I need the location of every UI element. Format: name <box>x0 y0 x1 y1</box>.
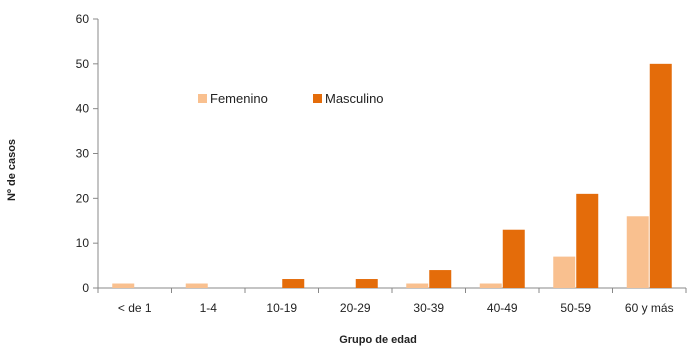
legend: Femenino Masculino <box>198 91 384 106</box>
x-tick-label: 60 y más <box>625 301 674 315</box>
legend-label-masculino: Masculino <box>325 91 384 106</box>
bar-masculino <box>502 229 525 288</box>
bar-femenino <box>479 283 502 288</box>
y-axis-title: Nº de casos <box>6 139 18 201</box>
bar-masculino <box>649 63 672 289</box>
y-axis: 0 10 20 30 40 50 60 <box>76 12 99 295</box>
bar-femenino <box>553 256 576 288</box>
bar-femenino <box>112 283 135 288</box>
bar-masculino <box>282 279 305 288</box>
x-tick-label: 40-49 <box>487 301 518 315</box>
x-tick-label: 30-39 <box>413 301 444 315</box>
legend-swatch-femenino <box>198 94 207 103</box>
y-tick-label: 20 <box>76 191 90 205</box>
legend-swatch-masculino <box>313 94 322 103</box>
y-tick-label: 50 <box>76 57 90 71</box>
bar-masculino <box>355 279 378 288</box>
x-tick-label: 10-19 <box>266 301 297 315</box>
x-tick-label: 1-4 <box>200 301 218 315</box>
legend-label-femenino: Femenino <box>210 91 268 106</box>
bars <box>112 63 672 289</box>
x-axis-title: Grupo de edad <box>339 334 417 346</box>
x-tick-label: 50-59 <box>560 301 591 315</box>
x-tick-label: 20-29 <box>340 301 371 315</box>
bar-masculino <box>576 193 599 288</box>
x-axis: < de 1 1-4 10-19 20-29 30-39 40-49 50-59 60 y m… <box>97 287 687 315</box>
bar-femenino <box>185 283 208 288</box>
y-tick-label: 0 <box>82 281 89 295</box>
y-tick-label: 40 <box>76 102 90 116</box>
bar-masculino <box>429 270 452 288</box>
y-tick-label: 10 <box>76 236 90 250</box>
x-tick-label: < de 1 <box>118 301 152 315</box>
y-tick-label: 30 <box>76 147 90 161</box>
y-tick-label: 60 <box>76 12 90 26</box>
bar-femenino <box>626 216 649 288</box>
bar-femenino <box>406 283 429 288</box>
